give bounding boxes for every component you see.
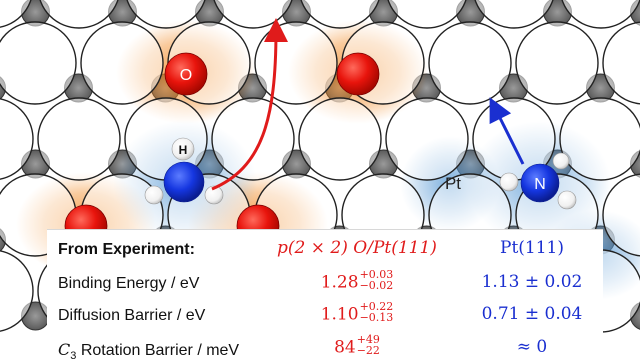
pt-atom: [0, 98, 34, 180]
nitrogen-label: N: [534, 176, 546, 193]
pt-atom: [126, 0, 206, 29]
symbol-subscript: 3: [70, 350, 77, 363]
clean-value: 1.13 ± 0.02: [481, 272, 583, 292]
pt-atom: [254, 21, 338, 105]
oxygen-label: O: [180, 67, 192, 84]
hydrogen-label: H: [179, 143, 188, 157]
table-header-label: From Experiment:: [58, 241, 195, 258]
oxygen-plus: +0.03: [359, 268, 394, 281]
blue-arrow: [489, 97, 525, 165]
pt-atom: [561, 0, 640, 29]
hydrogen-atom: [171, 137, 195, 161]
row-label: Binding Energy / eV: [58, 275, 200, 292]
table-row-diffusion: Diffusion Barrier / eV 1.10 +0.22 −0.13 0.…: [47, 298, 603, 332]
row-label: C3 Rotation Barrier / meV: [58, 340, 239, 362]
oxygen-plus: +49: [356, 333, 380, 346]
pt-atom: [474, 0, 554, 29]
oxygen-column-header: p(2 × 2) O/Pt(111): [277, 238, 437, 258]
table-row-rotation: C3 Rotation Barrier / meV 84 +49 −22 ≈ 0: [47, 331, 603, 364]
hydrogen-atom: [557, 190, 577, 210]
table-row-binding: Binding Energy / eV 1.28 +0.03 −0.02 1.13 …: [47, 266, 603, 300]
row-label-rest: Rotation Barrier / meV: [76, 342, 240, 359]
oxygen-atom: [336, 52, 380, 96]
oxygen-minus: −22: [356, 344, 380, 357]
table-header: From Experiment: p(2 × 2) O/Pt(111) Pt(1…: [47, 232, 603, 266]
pt-label: Pt: [445, 174, 461, 193]
oxygen-main: 1.28: [320, 272, 359, 293]
pt-atom: [0, 21, 77, 105]
pt-atom: [300, 0, 380, 29]
pt-atom: [0, 250, 34, 332]
hydrogen-atom: [144, 185, 164, 205]
pt-atom: [0, 0, 32, 28]
nitrogen-atom: [163, 161, 205, 203]
pt-atom: [37, 97, 121, 181]
oxygen-plus: +0.22: [359, 300, 394, 313]
pt-atom: [559, 97, 640, 181]
symbol-c: C: [58, 340, 71, 359]
oxygen-atom: [164, 52, 208, 96]
pt-atom: [385, 97, 469, 181]
red-arrow: [211, 18, 288, 191]
pt-atom: [602, 21, 640, 105]
oxygen-value: 84 +49 −22: [257, 333, 457, 359]
hydrogen-atom: [552, 152, 570, 170]
pt-atom: [602, 173, 640, 257]
clean-value: 0.71 ± 0.04: [481, 304, 583, 324]
oxygen-main: 84: [334, 337, 356, 358]
pt-atom: [515, 21, 599, 105]
experiment-table: From Experiment: p(2 × 2) O/Pt(111) Pt(1…: [47, 229, 603, 364]
oxygen-value: 1.28 +0.03 −0.02: [257, 268, 457, 294]
pt-atom: [298, 97, 382, 181]
pt-atom: [387, 0, 467, 29]
pt-atom: [428, 21, 512, 105]
oxygen-minus: −0.13: [359, 311, 394, 324]
clean-value: ≈ 0: [516, 337, 548, 357]
oxygen-minus: −0.02: [359, 279, 394, 292]
clean-column-header: Pt(111): [500, 238, 564, 258]
row-label: Diffusion Barrier / eV: [58, 307, 206, 324]
oxygen-main: 1.10: [320, 304, 359, 325]
hydrogen-atom: [499, 172, 519, 192]
pt-atom: [80, 21, 164, 105]
hydrogen-atom: [204, 185, 224, 205]
pt-atom: [211, 97, 295, 181]
nitrogen-atom: [520, 163, 560, 203]
oxygen-value: 1.10 +0.22 −0.13: [257, 300, 457, 326]
pt-atom: [39, 0, 119, 29]
